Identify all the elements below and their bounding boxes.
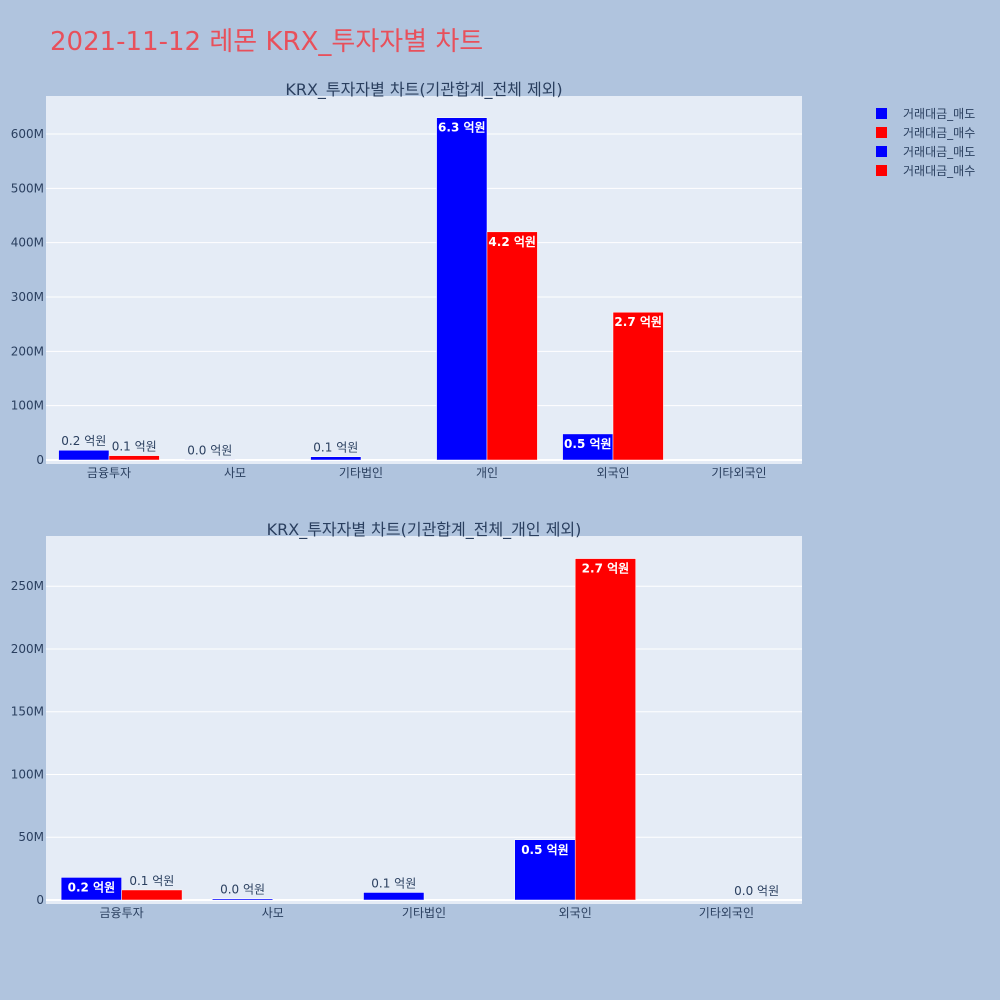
- legend-swatch: [876, 165, 887, 176]
- bar[interactable]: [108, 455, 160, 461]
- main-title: 2021-11-12 레몬 KRX_투자자별 차트: [50, 27, 483, 57]
- legend-label: 거래대금_매도: [903, 145, 975, 159]
- bar[interactable]: [212, 898, 274, 901]
- bar-data-label: 6.3 억원: [438, 121, 486, 135]
- bar[interactable]: [184, 459, 236, 461]
- bar[interactable]: [562, 433, 614, 461]
- bar-data-label: 0.1 억원: [129, 874, 174, 888]
- bar[interactable]: [612, 311, 664, 461]
- charts: 0 100M 200M 300M 400M 500M 600M KRX_투자자별 차트(기관합…: [11, 80, 802, 920]
- bar-data-label: 2.7 억원: [582, 562, 630, 576]
- bar-data-label: 0.2 억원: [68, 880, 116, 894]
- legend-swatch: [876, 108, 887, 119]
- bar-data-label: 0.2 억원: [61, 434, 106, 448]
- bar-data-label: 0.1 억원: [112, 440, 157, 454]
- x-tick-label: 사모: [262, 906, 284, 920]
- x-tick-label: 금융투자: [100, 906, 144, 920]
- bar-data-label: 0.0 억원: [220, 883, 265, 897]
- plot-background: [46, 536, 802, 904]
- y-tick-label: 150M: [11, 705, 44, 719]
- bar-data-label: 0.5 억원: [564, 437, 612, 451]
- x-tick-label: 외국인: [559, 906, 592, 920]
- bar[interactable]: [363, 892, 425, 901]
- bar-data-label: 2.7 억원: [614, 315, 662, 329]
- bar[interactable]: [574, 558, 636, 901]
- legend-item[interactable]: 거래대금_매수: [876, 164, 975, 178]
- x-tick-label: 기타법인: [402, 906, 446, 920]
- y-tick-label: 100M: [11, 399, 44, 413]
- bar-data-label: 0.5 억원: [521, 843, 569, 857]
- plot-background: [46, 96, 802, 464]
- bar-data-label: 0.0 억원: [187, 443, 232, 457]
- x-tick-label: 사모: [224, 466, 246, 480]
- x-tick-label: 개인: [476, 466, 498, 480]
- y-tick-label: 100M: [11, 767, 44, 781]
- y-tick-label: 600M: [11, 127, 44, 141]
- x-tick-label: 금융투자: [87, 466, 131, 480]
- legend-swatch: [876, 127, 887, 138]
- bar-data-label: 0.0 억원: [734, 884, 779, 898]
- y-tick-label: 200M: [11, 344, 44, 358]
- x-tick-label: 기타법인: [339, 466, 383, 480]
- bar[interactable]: [436, 117, 488, 461]
- bar-data-label: 0.1 억원: [313, 441, 358, 455]
- bar[interactable]: [486, 231, 538, 461]
- legend-item[interactable]: 거래대금_매도: [876, 145, 975, 159]
- y-tick-label: 50M: [18, 830, 44, 844]
- y-tick-label: 300M: [11, 290, 44, 304]
- bar[interactable]: [58, 449, 110, 461]
- y-tick-label: 200M: [11, 642, 44, 656]
- y-tick-label: 500M: [11, 181, 44, 195]
- x-tick-label: 기타외국인: [699, 906, 754, 920]
- y-tick-label: 0: [36, 453, 44, 467]
- bar[interactable]: [121, 889, 183, 901]
- chart-2: 0 50M 100M 150M 200M 250M KRX_투자자별 차트(기관합계_전체_…: [11, 520, 802, 920]
- y-tick-label: 0: [36, 893, 44, 907]
- legend-swatch: [876, 146, 887, 157]
- chart-1: 0 100M 200M 300M 400M 500M 600M KRX_투자자별 차트(기관합…: [11, 80, 802, 480]
- x-tick-label: 외국인: [596, 466, 629, 480]
- bar[interactable]: [310, 456, 362, 461]
- bar-data-label: 4.2 억원: [488, 235, 536, 249]
- bar[interactable]: [514, 839, 576, 901]
- legend-label: 거래대금_매도: [903, 107, 975, 121]
- legend-label: 거래대금_매수: [903, 126, 975, 140]
- legend-label: 거래대금_매수: [903, 164, 975, 178]
- x-tick-label: 기타외국인: [711, 466, 766, 480]
- legend-item[interactable]: 거래대금_매수: [876, 126, 975, 140]
- y-tick-label: 250M: [11, 579, 44, 593]
- subplot-title: KRX_투자자별 차트(기관합계_전체 제외): [285, 80, 562, 100]
- legend-item[interactable]: 거래대금_매도: [876, 107, 975, 121]
- subplot-title: KRX_투자자별 차트(기관합계_전체_개인 제외): [267, 520, 582, 540]
- y-tick-label: 400M: [11, 236, 44, 250]
- bar[interactable]: [60, 877, 122, 901]
- bar-data-label: 0.1 억원: [371, 876, 416, 890]
